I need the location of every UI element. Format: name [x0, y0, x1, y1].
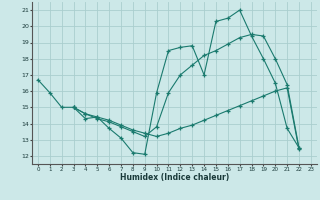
X-axis label: Humidex (Indice chaleur): Humidex (Indice chaleur): [120, 173, 229, 182]
